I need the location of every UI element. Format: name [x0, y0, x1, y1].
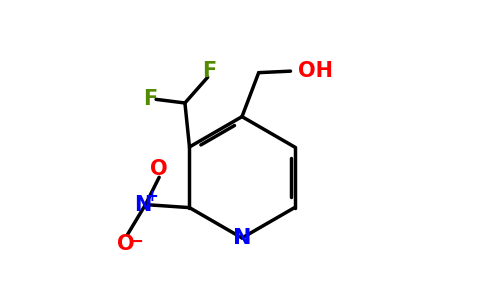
Text: +: + — [146, 189, 159, 204]
Text: F: F — [202, 61, 216, 80]
Text: F: F — [143, 89, 157, 110]
Text: O: O — [151, 159, 168, 179]
Text: −: − — [128, 232, 143, 250]
Text: N: N — [233, 228, 251, 248]
Text: N: N — [135, 195, 152, 214]
Text: OH: OH — [298, 61, 333, 81]
Text: O: O — [117, 234, 135, 254]
